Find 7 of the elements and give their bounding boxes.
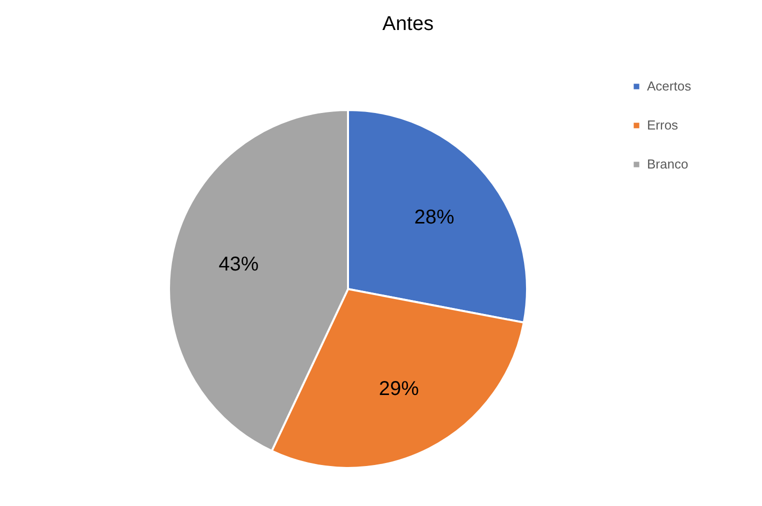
legend-label: Branco [647,156,688,172]
data-label: 29% [378,378,420,400]
chart-title: Antes [382,13,434,35]
legend-label: Erros [647,118,679,132]
legend-label: Acertos [647,78,692,94]
data-label: 28% [414,206,455,229]
data-label: 43% [218,254,259,276]
